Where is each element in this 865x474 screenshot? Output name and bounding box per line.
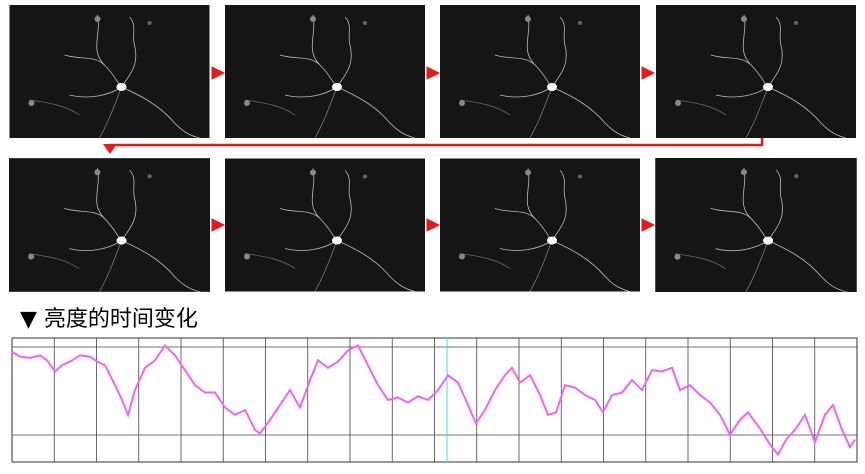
plot — [11, 337, 858, 463]
arrows — [103, 66, 764, 232]
trace-line — [11, 343, 856, 457]
chart-title: ▼ 亮度的时间变化 — [20, 307, 198, 332]
image-panels — [9, 5, 857, 292]
